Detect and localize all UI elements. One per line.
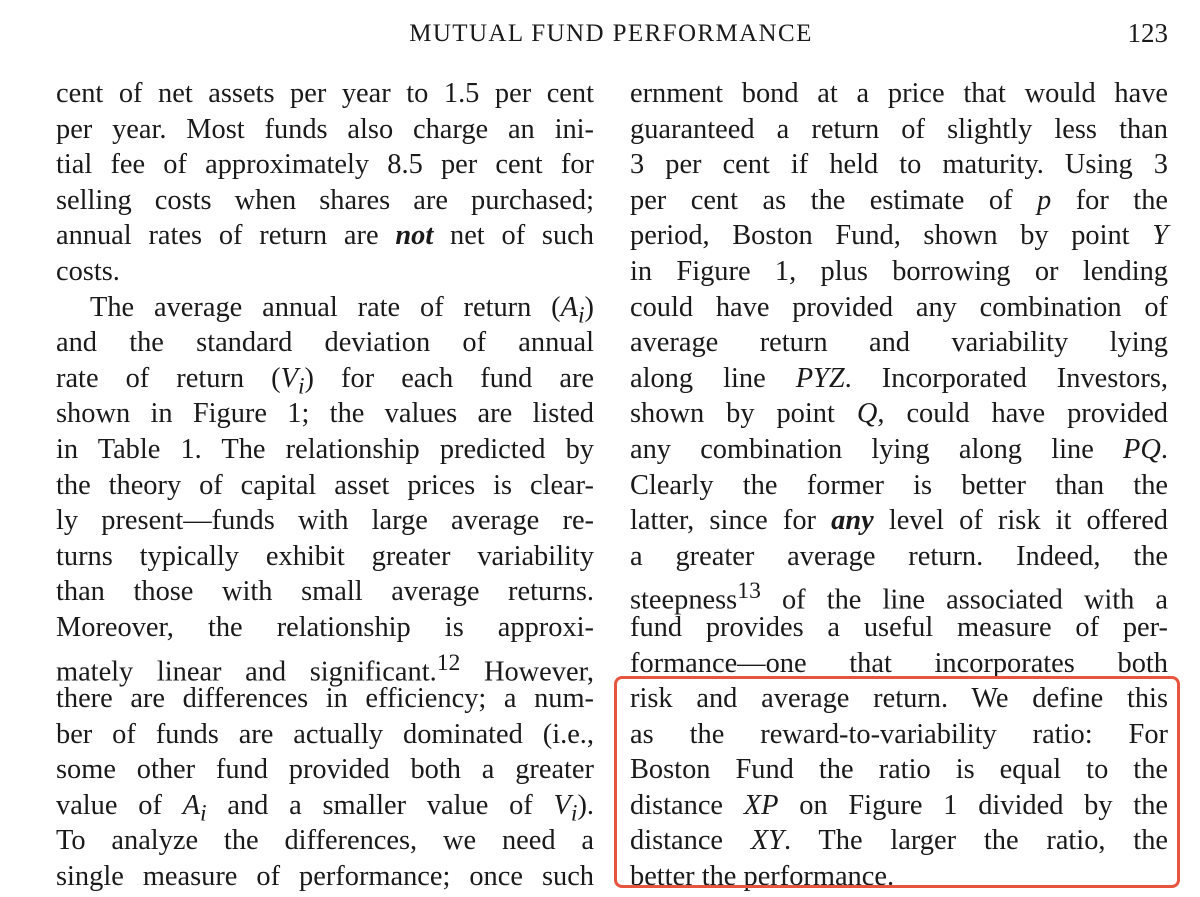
text-line: fund provides a useful measure of per- [630, 611, 1168, 643]
text-fragment: shown by point [630, 398, 835, 430]
text-fragment: , could have provided [877, 398, 1168, 430]
text-line: and the standard deviation of annual [56, 327, 594, 359]
emphasis-not: not [395, 220, 434, 252]
text-line: cent of net assets per year to 1.5 per c… [56, 78, 594, 109]
text-line: ber of funds are actually dominated (i.e… [56, 718, 594, 750]
text-line: the theory of capital asset prices is cl… [56, 469, 594, 501]
text-line: 3 per cent if held to maturity. Using 3 [630, 149, 1168, 181]
text-fragment: level of risk it offered [873, 505, 1168, 537]
text-line: ly present—funds with large average re- [56, 505, 594, 537]
math-A: A [560, 291, 578, 323]
math-V: V [553, 789, 571, 821]
text-line: along line PYZ. Incorporated Investors, [630, 361, 1168, 397]
text-line: annual rates of return are not net of su… [56, 218, 594, 254]
text-line: some other fund provided both a greater [56, 754, 594, 786]
text-fragment: . The larger the ratio, the [784, 825, 1168, 857]
math-V: V [280, 362, 298, 394]
highlighted-text-line: better the performance. [630, 861, 895, 893]
text-line: single measure of performance; once such [56, 861, 594, 893]
footnote-marker-12: 12 [436, 649, 461, 676]
math-distance-XY: XY [750, 825, 784, 857]
emphasis-any: any [831, 505, 874, 537]
math-line-PYZ: PYZ [795, 362, 845, 394]
text-line: formance—one that incorporates both [630, 647, 1168, 679]
page-number: 123 [1127, 18, 1169, 48]
text-line: per cent as the estimate of p for the [630, 183, 1168, 219]
text-line: shown by point Q, could have provided [630, 396, 1168, 432]
math-subscript-i: i [297, 373, 305, 400]
text-fragment: annual rates of return are [56, 220, 379, 252]
math-subscript-i: i [577, 302, 585, 329]
text-fragment: distance [630, 789, 724, 821]
text-line: guaranteed a return of slightly less tha… [630, 113, 1168, 145]
text-line: selling costs when shares are purchased; [56, 184, 594, 216]
highlighted-text-line: distance XY. The larger the ratio, the [630, 823, 1168, 859]
text-line: in Figure 1, plus borrowing or lending [630, 255, 1168, 287]
text-fragment: steepness [630, 584, 738, 616]
highlighted-text-line: risk and average return. We define this [630, 683, 1168, 715]
text-line: than those with small average returns. [56, 576, 594, 608]
left-text-column: cent of net assets per year to 1.5 per c… [56, 76, 594, 895]
text-line: there are differences in efficiency; a n… [56, 683, 594, 715]
math-distance-XP: XP [743, 789, 779, 821]
text-fragment: distance [630, 825, 724, 857]
text-fragment: any combination lying along line [630, 433, 1094, 465]
text-fragment: for the [1051, 184, 1168, 216]
text-fragment: latter, since for [630, 505, 816, 537]
text-fragment: ). [577, 789, 594, 821]
text-line: in Table 1. The relationship predicted b… [56, 433, 594, 465]
text-line: per year. Most funds also charge an ini- [56, 113, 594, 145]
text-line: Moreover, the relationship is approxi- [56, 611, 594, 643]
text-fragment: and a smaller value of [206, 789, 554, 821]
text-fragment: rate of return ( [56, 362, 281, 394]
text-line: costs. [56, 255, 120, 287]
math-p: p [1037, 184, 1052, 216]
text-line: rate of return (Vi) for each fund are [56, 361, 594, 400]
text-fragment: on Figure 1 divided by the [778, 789, 1168, 821]
running-title: MUTUAL FUND PERFORMANCE [409, 20, 813, 47]
text-fragment: per cent as the estimate of [630, 184, 1013, 216]
right-text-column: ernment bond at a price that would have … [630, 76, 1168, 895]
math-point-Y: Y [1152, 220, 1168, 252]
math-line-PQ: PQ [1123, 433, 1161, 465]
text-line: value of Ai and a smaller value of Vi). [56, 788, 594, 827]
text-line: shown in Figure 1; the values are listed [56, 398, 594, 430]
text-line: To analyze the differences, we need a [56, 825, 594, 857]
text-fragment: of the line associated with a [760, 584, 1168, 616]
text-line: Clearly the former is better than the [630, 469, 1168, 501]
text-line: latter, since for any level of risk it o… [630, 503, 1168, 539]
text-line: any combination lying along line PQ. [630, 432, 1168, 468]
text-line: could have provided any combination of [630, 291, 1168, 323]
text-fragment: net of such [433, 220, 594, 252]
text-line: average return and variability lying [630, 327, 1168, 359]
text-line: ernment bond at a price that would have [630, 78, 1168, 109]
text-line: mately linear and significant.12 However… [56, 646, 594, 687]
math-subscript-i: i [570, 800, 578, 827]
math-subscript-i: i [200, 800, 207, 827]
text-fragment: ) [584, 291, 594, 323]
text-fragment: The average annual rate of return ( [90, 291, 561, 323]
highlighted-text-line: as the reward-to-variability ratio: For [630, 718, 1168, 750]
text-line: a greater average return. Indeed, the [630, 540, 1168, 572]
text-line: tial fee of approximately 8.5 per cent f… [56, 149, 594, 181]
highlighted-text-line: Boston Fund the ratio is equal to the [630, 754, 1168, 786]
text-line: steepness13 of the line associated with … [630, 574, 1168, 615]
math-point-Q: Q [856, 398, 878, 430]
text-fragment: period, Boston Fund, shown by point [630, 220, 1130, 252]
text-fragment: . Incorporated Investors, [844, 362, 1168, 394]
math-A: A [182, 789, 201, 821]
text-fragment: value of [56, 789, 162, 821]
text-fragment: along line [630, 362, 766, 394]
text-fragment: However, [460, 655, 594, 687]
text-line: period, Boston Fund, shown by point Y [630, 218, 1168, 254]
highlighted-text-line: distance XP on Figure 1 divided by the [630, 788, 1168, 824]
running-head: MUTUAL FUND PERFORMANCE 123 [0, 16, 1200, 56]
text-fragment: mately linear and significant. [56, 655, 437, 687]
footnote-marker-13: 13 [737, 578, 761, 605]
paragraph-start-line: The average annual rate of return (Ai) [56, 290, 594, 329]
text-fragment: ) for each fund are [304, 362, 594, 394]
text-fragment: . [1160, 433, 1168, 465]
text-line: turns typically exhibit greater variabil… [56, 540, 594, 572]
